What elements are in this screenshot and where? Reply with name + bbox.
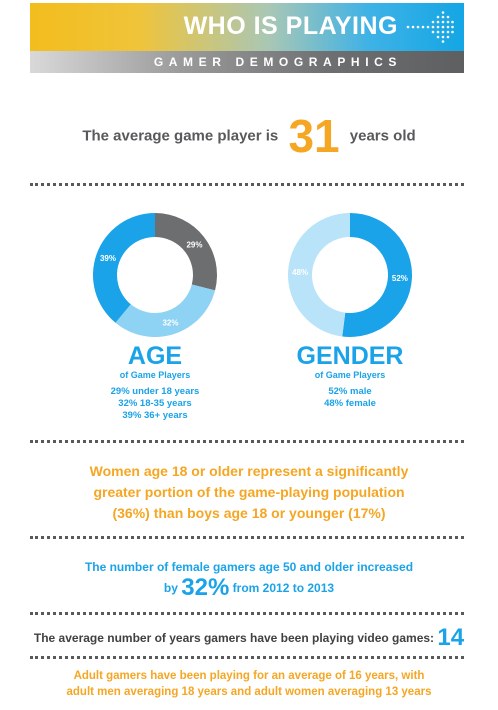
gender-slice-label: 48% [292,268,308,277]
age-slice-18-35-years [115,284,216,337]
divider [30,440,464,443]
average-age-prefix: The average game player is [82,127,279,145]
women-statement: Women age 18 or older represent a signif… [60,461,438,524]
subtitle-bar: GAMER DEMOGRAPHICS [30,51,464,73]
age-slice-36-years [93,213,155,323]
gender-legend-item: 52% male [328,386,372,397]
divider [30,183,464,186]
gender-donut-chart: 52% 48% [288,213,413,337]
female-50-statement-line2: by 32% from 2012 to 2013 [60,574,438,602]
gender-legend-item: 48% female [324,398,376,409]
age-slice-label: 32% [162,319,178,328]
gender-chart-title: GENDER [296,342,404,370]
gender-chart-subtitle: of Game Players [314,370,386,380]
years-playing-value: 14 [437,624,465,651]
female-50-suffix: from 2012 to 2013 [232,581,335,595]
average-age-value: 31 [288,110,340,162]
female-50-by: by [163,581,178,595]
female-50-statement-line1: The number of female gamers age 50 and o… [84,560,414,574]
age-chart-subtitle: of Game Players [119,370,191,380]
average-age-suffix: years old [349,127,416,145]
divider [30,536,464,539]
header-banner: WHO IS PLAYING GAMER DEMOGRAPHICS [30,3,464,73]
divider [30,656,464,659]
years-playing-text: The average number of years gamers have … [33,631,435,645]
women-statement-line: Women age 18 or older represent a signif… [89,463,409,479]
age-slice-label: 39% [100,254,116,263]
women-statement-line: (36%) than boys age 18 or younger (17%) [112,505,386,521]
page-title: WHO IS PLAYING [183,12,398,40]
adult-gamers-line: adult men averaging 18 years and adult w… [66,686,432,698]
title-bar: WHO IS PLAYING [30,3,464,51]
average-age-statement: The average game player is 31 years old [0,112,498,160]
age-donut-chart: 29% 32% 39% [93,213,217,337]
women-statement-line: greater portion of the game-playing popu… [93,484,405,500]
adult-gamers-statement: Adult gamers have been playing for an av… [40,668,458,700]
page-subtitle: GAMER DEMOGRAPHICS [153,55,402,69]
gender-slice-male [342,213,413,337]
years-playing-statement: The average number of years gamers have … [0,624,498,652]
female-50-increase-value: 32% [181,574,230,601]
age-slice-label: 29% [186,240,202,249]
arrow-dots-icon [406,11,454,43]
adult-gamers-line: Adult gamers have been playing for an av… [73,670,425,682]
age-slice-under-18-years [155,213,217,291]
gender-slice-female [288,213,350,337]
age-legend-item: 39% 36+ years [122,410,188,421]
age-legend-item: 32% 18-35 years [118,398,192,409]
gender-slice-label: 52% [392,274,408,283]
divider [30,612,464,615]
age-chart-title: AGE [127,342,183,370]
age-legend-item: 29% under 18 years [110,386,200,397]
